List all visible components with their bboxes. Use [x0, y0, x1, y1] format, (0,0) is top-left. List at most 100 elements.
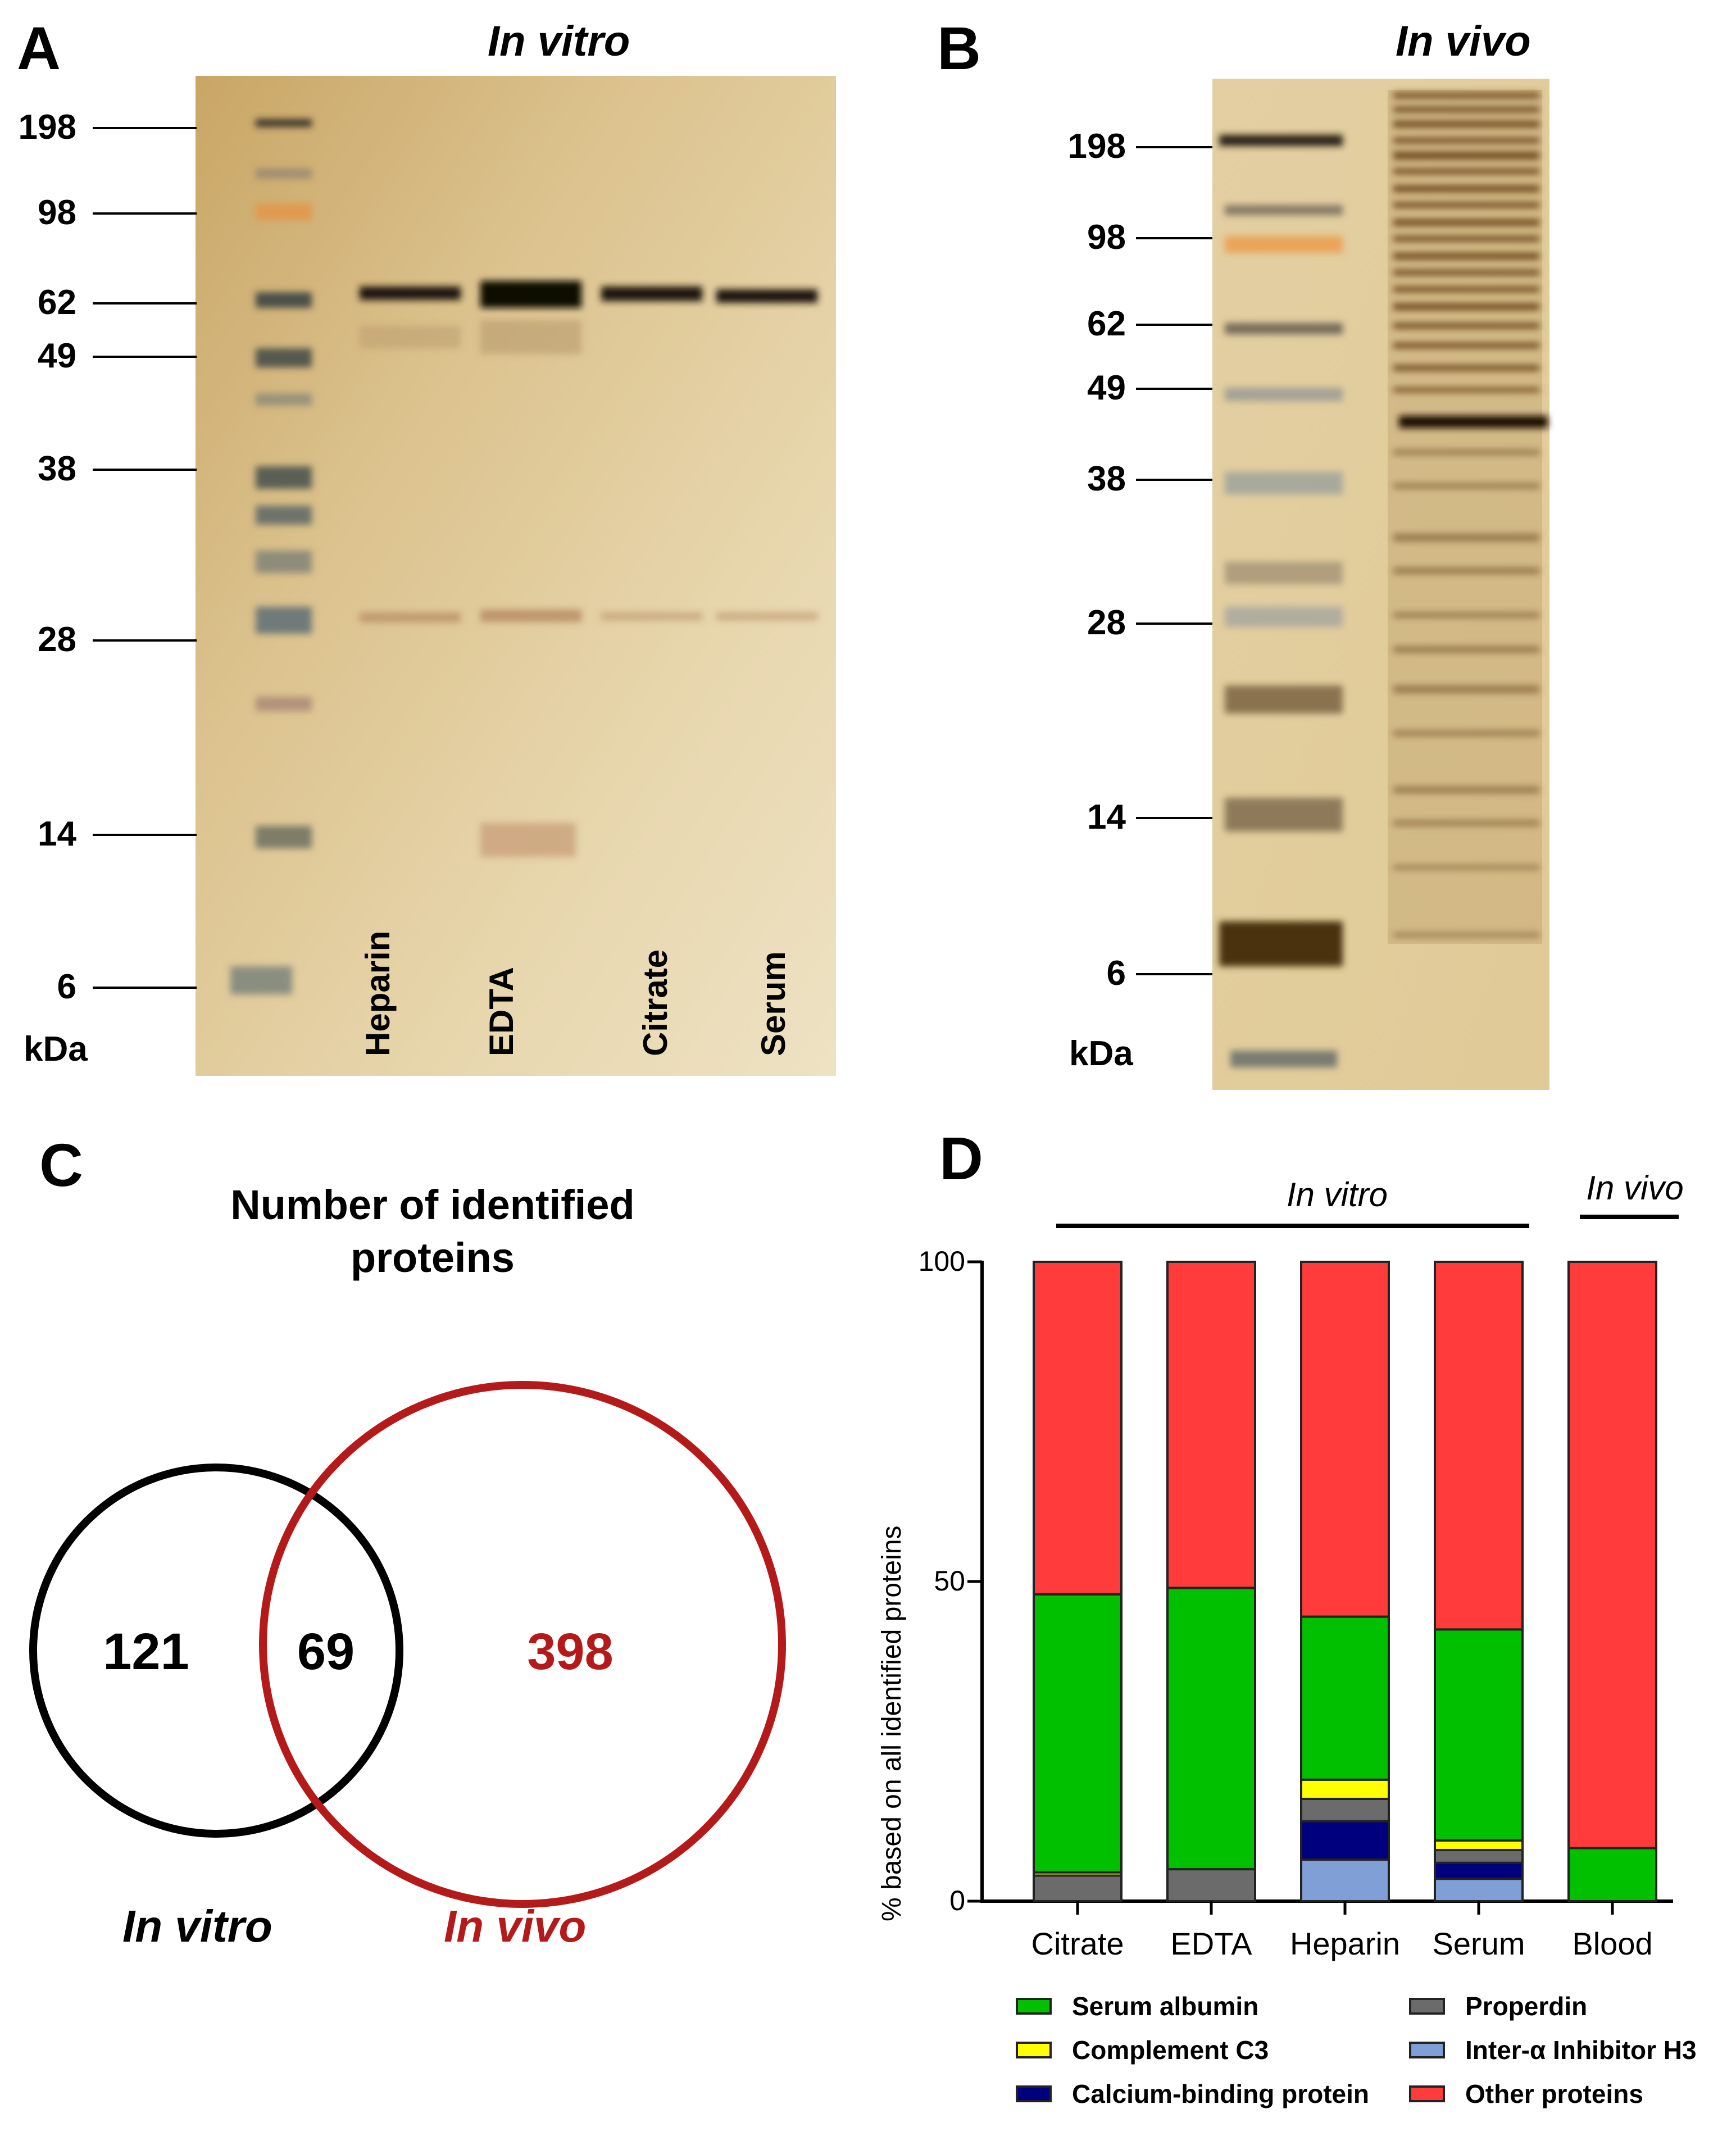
- panel-b-marker-tick-14: [1136, 817, 1212, 819]
- legend-swatch-serum-albumin: [1016, 1998, 1052, 2015]
- legend-label-complement-c3: Complement C3: [1072, 2035, 1269, 2065]
- panel-b-marker-label-49: 49: [1087, 369, 1126, 407]
- panel-a-marker-label-198: 198: [18, 108, 76, 147]
- panel-a-letter: A: [17, 14, 61, 82]
- legend-swatch-calcium-binding-protein: [1016, 2085, 1052, 2102]
- gel-b: [1212, 79, 1549, 1090]
- bar-segment-edta-other-proteins: [1166, 1261, 1256, 1589]
- panel-c-letter: C: [39, 1131, 83, 1199]
- panel-b-marker-tick-198: [1136, 146, 1212, 148]
- panel-b-title: In vivo: [1396, 17, 1531, 65]
- panel-a-marker-tick-49: [93, 356, 197, 358]
- panel-a-marker-tick-198: [93, 127, 197, 129]
- x-tick-label-edta: EDTA: [1170, 1926, 1252, 1961]
- panel-a-marker-tick-38: [93, 469, 197, 471]
- venn-title: Number of identified proteins: [152, 1179, 714, 1284]
- panel-d-letter: D: [939, 1124, 983, 1192]
- legend-swatch-properdin: [1409, 1998, 1445, 2015]
- panel-a-marker-label-14: 14: [38, 815, 76, 853]
- bar-segment-serum-other-proteins: [1434, 1261, 1524, 1631]
- bar-segment-edta-properdin: [1166, 1868, 1256, 1903]
- panel-a-marker-label-98: 98: [38, 193, 76, 232]
- bar-segment-heparin-properdin: [1300, 1797, 1390, 1823]
- lane-label-edta: EDTA: [483, 967, 520, 1056]
- panel-a-marker-tick-28: [93, 639, 197, 642]
- legend-label-other-proteins: Other proteins: [1465, 2079, 1643, 2108]
- x-tick-label-heparin: Heparin: [1289, 1926, 1401, 1961]
- venn-label-in-vivo: In vivo: [444, 1901, 587, 1951]
- panel-a-marker-tick-98: [93, 212, 197, 215]
- y-tick-label-50: 50: [934, 1565, 965, 1597]
- legend-label-inter-inhibitor-h3: Inter-α Inhibitor H3: [1465, 2035, 1697, 2065]
- venn-count-in-vitro-only: 121: [103, 1623, 189, 1680]
- bar-segment-blood-serum-albumin: [1567, 1847, 1657, 1902]
- panel-b-marker-tick-6: [1136, 973, 1212, 975]
- group-label-in-vitro: In vitro: [1286, 1176, 1388, 1214]
- panel-a-title: In vitro: [488, 17, 630, 65]
- bar-segment-heparin-calcium-binding-protein: [1300, 1820, 1390, 1861]
- bar-segment-heparin-other-proteins: [1300, 1261, 1390, 1618]
- group-bracket-in-vitro: [1056, 1224, 1529, 1228]
- legend-label-calcium-binding-protein: Calcium-binding protein: [1072, 2079, 1369, 2108]
- lane-label-heparin: Heparin: [359, 930, 397, 1056]
- lane-label-citrate: Citrate: [637, 949, 674, 1056]
- panel-b-letter: B: [937, 14, 981, 82]
- bar-segment-serum-calcium-binding-protein: [1434, 1861, 1524, 1880]
- y-tick-label-0: 0: [949, 1885, 965, 1916]
- bar-segment-citrate-other-proteins: [1033, 1261, 1123, 1596]
- group-bracket-in-vivo: [1580, 1215, 1679, 1219]
- bar-segment-blood-other-proteins: [1567, 1261, 1657, 1849]
- venn-title-line-1: Number of identified: [230, 1181, 635, 1228]
- panel-b-unit: kDa: [1069, 1034, 1133, 1073]
- bar-segment-serum-serum-albumin: [1434, 1628, 1524, 1842]
- bar-segment-heparin-serum-albumin: [1300, 1615, 1390, 1781]
- venn-count-overlap: 69: [297, 1623, 355, 1680]
- venn-circle-in-vitro: [29, 1464, 403, 1838]
- x-tick-label-blood: Blood: [1572, 1926, 1653, 1961]
- panel-b-marker-tick-38: [1136, 479, 1212, 481]
- panel-b-marker-tick-98: [1136, 237, 1212, 239]
- venn-title-line-2: proteins: [351, 1234, 515, 1281]
- venn-count-in-vivo-only: 398: [527, 1623, 613, 1680]
- panel-b-marker-label-28: 28: [1087, 603, 1126, 642]
- bar-segment-edta-serum-albumin: [1166, 1587, 1256, 1871]
- group-label-in-vivo: In vivo: [1586, 1169, 1684, 1207]
- panel-a-marker-label-28: 28: [38, 620, 76, 659]
- legend-swatch-other-proteins: [1409, 2085, 1445, 2102]
- bar-segment-citrate-serum-albumin: [1033, 1593, 1123, 1874]
- lane-label-serum: Serum: [755, 951, 792, 1056]
- stacked-bar-chart: [967, 1260, 1673, 1915]
- venn-circle-in-vivo: [259, 1381, 786, 1908]
- panel-a-marker-label-49: 49: [38, 337, 76, 375]
- panel-a-marker-tick-6: [93, 987, 197, 989]
- bar-segment-serum-inter-inhibitor-h3: [1434, 1878, 1524, 1902]
- venn-diagram: [29, 1381, 786, 1908]
- y-tick-label-100: 100: [918, 1246, 965, 1277]
- panel-a-marker-label-6: 6: [57, 967, 76, 1006]
- bar-segment-heparin-inter-inhibitor-h3: [1300, 1858, 1390, 1903]
- panel-b-marker-label-14: 14: [1087, 798, 1126, 837]
- bar-segment-citrate-properdin: [1033, 1874, 1123, 1902]
- panel-a-unit: kDa: [24, 1030, 88, 1069]
- panel-b-marker-label-6: 6: [1106, 954, 1126, 993]
- legend-label-properdin: Properdin: [1465, 1992, 1588, 2021]
- panel-b-marker-label-198: 198: [1067, 127, 1126, 166]
- x-tick-label-citrate: Citrate: [1031, 1926, 1124, 1961]
- panel-a-marker-tick-62: [93, 302, 197, 305]
- panel-a-marker-label-38: 38: [38, 449, 76, 488]
- legend-swatch-inter-inhibitor-h3: [1409, 2042, 1445, 2058]
- panel-b-marker-tick-62: [1136, 324, 1212, 326]
- panel-b-marker-label-98: 98: [1087, 218, 1126, 257]
- bar-segment-serum-properdin: [1434, 1848, 1524, 1864]
- panel-b-marker-tick-28: [1136, 622, 1212, 625]
- bar-segment-heparin-complement-c3: [1300, 1778, 1390, 1800]
- gel-a: [196, 76, 836, 1076]
- panel-a-marker-label-62: 62: [38, 283, 76, 322]
- bar-segment-serum-complement-c3: [1434, 1839, 1524, 1851]
- panel-a-marker-tick-14: [93, 834, 197, 836]
- legend-label-serum-albumin: Serum albumin: [1072, 1992, 1259, 2021]
- x-tick-label-serum: Serum: [1432, 1926, 1525, 1961]
- panel-b-marker-label-38: 38: [1087, 460, 1126, 498]
- venn-label-in-vitro: In vitro: [122, 1901, 272, 1951]
